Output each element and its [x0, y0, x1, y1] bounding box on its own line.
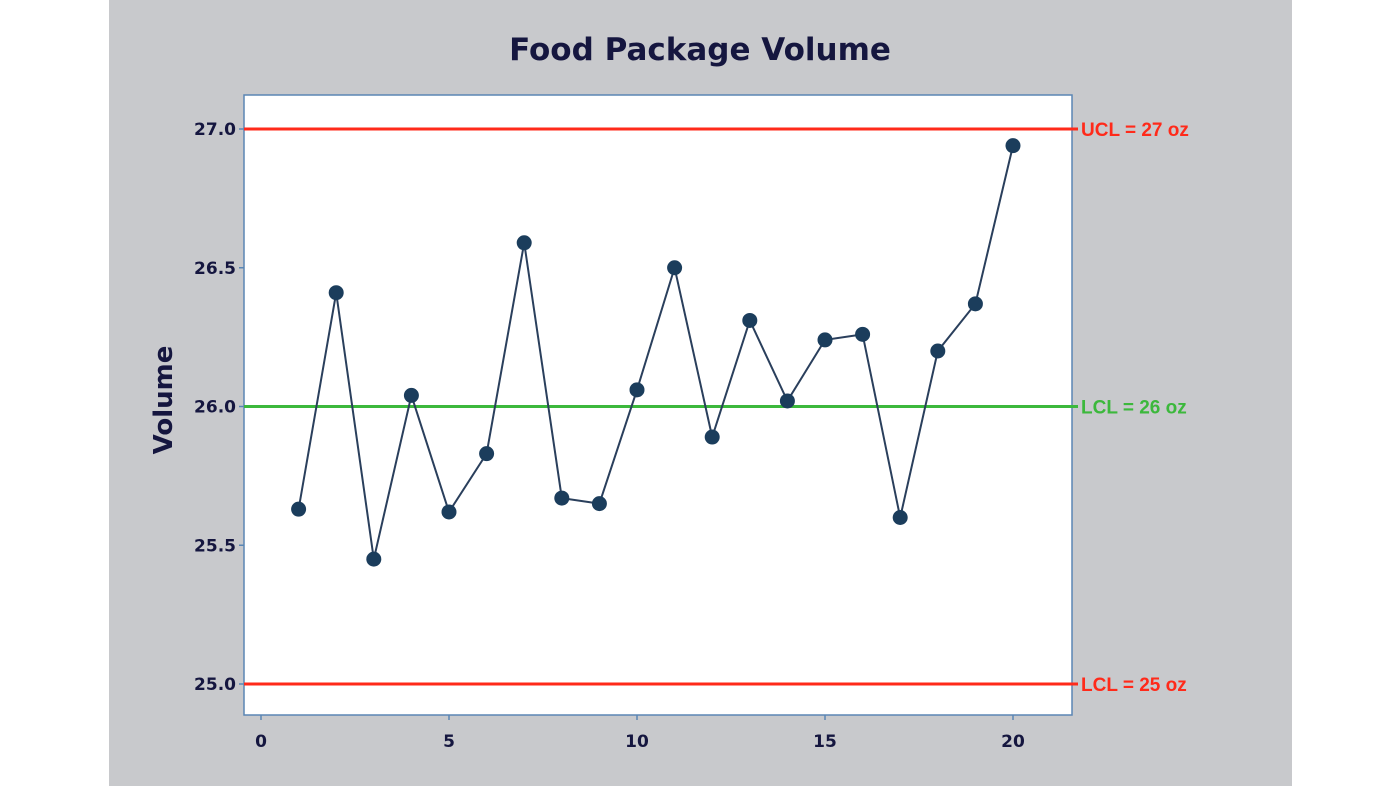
- control-limit-label: LCL = 26 oz: [1081, 398, 1187, 419]
- data-point-marker: [855, 326, 871, 342]
- x-axis: 0 5 10 15 20: [255, 715, 1025, 752]
- y-tick-label: 25.5: [194, 536, 236, 556]
- x-tick-label: 5: [443, 732, 455, 752]
- y-tick-label: 27.0: [194, 120, 236, 140]
- data-point-marker: [817, 332, 833, 348]
- data-point-marker: [742, 312, 758, 328]
- y-tick-label: 26.5: [194, 259, 236, 279]
- data-point-marker: [479, 446, 495, 462]
- x-tick-label: 10: [625, 732, 649, 752]
- data-point-marker: [516, 235, 532, 251]
- data-point-marker: [967, 296, 983, 312]
- data-point-marker: [403, 387, 419, 403]
- data-point-marker: [554, 490, 570, 506]
- control-limit-label: LCL = 25 oz: [1081, 675, 1187, 696]
- y-axis-label: Volume: [149, 346, 179, 455]
- y-tick-label: 25.0: [194, 675, 236, 695]
- x-tick-label: 15: [813, 732, 837, 752]
- series-line: [297, 145, 1014, 560]
- data-point-marker: [591, 496, 607, 512]
- data-point-marker: [366, 551, 382, 567]
- data-point-marker: [328, 285, 344, 301]
- data-point-marker: [1005, 138, 1021, 154]
- x-tick-label: 0: [255, 732, 267, 752]
- data-point-marker: [291, 501, 307, 517]
- data-point-marker: [704, 429, 720, 445]
- data-point-marker: [629, 382, 645, 398]
- control-limit-label: UCL = 27 oz: [1081, 120, 1189, 141]
- data-point-marker: [441, 504, 457, 520]
- data-point-marker: [667, 260, 683, 276]
- data-point-marker: [892, 510, 908, 525]
- chart-title: Food Package Volume: [509, 32, 891, 68]
- data-point-marker: [779, 393, 795, 409]
- y-tick-label: 26.0: [194, 398, 236, 418]
- x-tick-label: 20: [1001, 732, 1025, 752]
- control-limit-lines: UCL = 27 oz LCL = 26 oz LCL = 25 oz: [244, 120, 1189, 696]
- data-point-marker: [930, 343, 946, 359]
- y-axis: 25.0 25.5 26.0 26.5 27.0: [194, 120, 244, 695]
- data-series: [291, 138, 1021, 567]
